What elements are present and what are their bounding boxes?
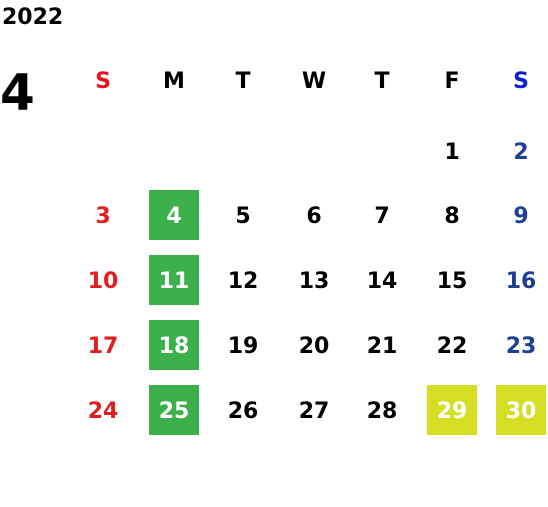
day-number: 16 (506, 269, 537, 294)
day-number: 9 (513, 204, 528, 229)
day-number: 7 (374, 204, 389, 229)
weekday-label: M (163, 69, 185, 94)
weekday-label: S (95, 69, 111, 94)
day-number: 27 (299, 399, 330, 424)
day-number: 10 (88, 269, 119, 294)
day-number: 4 (166, 204, 181, 229)
day-number: 17 (88, 334, 119, 359)
day-number: 19 (228, 334, 259, 359)
day-number: 26 (228, 399, 259, 424)
weekday-label: W (302, 69, 326, 94)
day-highlight (427, 385, 477, 435)
day-highlight (496, 385, 546, 435)
day-number: 3 (95, 204, 110, 229)
day-number: 24 (88, 399, 119, 424)
weekday-label: S (513, 69, 529, 94)
day-number: 14 (367, 269, 398, 294)
day-number: 30 (506, 399, 537, 424)
day-number: 29 (437, 399, 468, 424)
year: 2022 (2, 5, 63, 30)
day-number: 20 (299, 334, 330, 359)
day-number: 13 (299, 269, 330, 294)
day-number: 2 (513, 140, 528, 165)
day-highlight (149, 320, 199, 370)
day-number: 1 (444, 140, 459, 165)
weekday-label: F (444, 69, 459, 94)
day-highlight (149, 190, 199, 240)
day-number: 5 (235, 204, 250, 229)
weekday-label: T (374, 69, 389, 94)
weekday-label: T (235, 69, 250, 94)
day-number: 15 (437, 269, 468, 294)
day-number: 11 (159, 269, 190, 294)
day-number: 8 (444, 204, 459, 229)
day-number: 18 (159, 334, 190, 359)
day-highlight (149, 385, 199, 435)
day-number: 21 (367, 334, 398, 359)
day-number: 12 (228, 269, 259, 294)
day-number: 28 (367, 399, 398, 424)
day-number: 23 (506, 334, 537, 359)
day-highlight (149, 255, 199, 305)
day-number: 25 (159, 399, 190, 424)
month: 4 (0, 64, 35, 122)
day-number: 22 (437, 334, 468, 359)
day-number: 6 (306, 204, 321, 229)
